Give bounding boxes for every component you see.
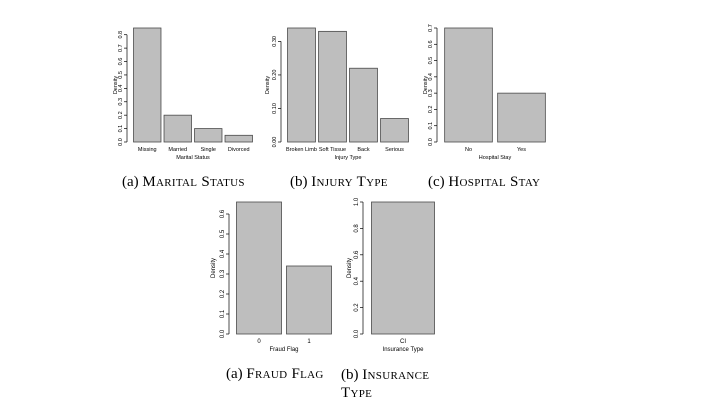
bar-divorced	[224, 134, 253, 143]
y-tick-label: 0.5	[428, 57, 434, 65]
caption-title: Fraud Flag	[246, 366, 324, 382]
x-axis-label: Injury Type	[335, 155, 362, 161]
y-tick-label: 0.6	[118, 58, 124, 66]
x-tick-label: 0	[257, 339, 261, 345]
caption-prefix: (a)	[122, 174, 139, 190]
y-tick-label: 0.4	[118, 85, 124, 93]
x-axis-label: Marital Status	[176, 155, 210, 161]
y-tick-label: 0.8	[354, 224, 360, 233]
x-tick-label: Yes	[517, 147, 526, 153]
bar-back	[349, 67, 378, 143]
bar-yes	[497, 92, 546, 143]
y-tick-label: 0.3	[220, 269, 226, 278]
caption-prefix: (c)	[428, 174, 445, 190]
x-axis-label: Fraud Flag	[269, 347, 298, 353]
chart-svg-injury: Broken Limb Soft Tissue Back Serious 0.00 0.1…	[265, 27, 409, 161]
y-tick-label: 0.10	[272, 103, 278, 114]
caption-title: Insurance Type	[341, 367, 430, 401]
bar-no	[444, 27, 493, 143]
y-tick-label: 0.3	[428, 89, 434, 97]
x-tick-label: Missing	[138, 147, 157, 153]
bar-serious	[380, 118, 409, 143]
y-tick-label: 0.5	[220, 229, 226, 238]
y-tick-label: 0.2	[220, 289, 226, 298]
y-tick-label: 0.4	[354, 276, 360, 285]
y-tick-label: 0.7	[428, 24, 434, 32]
chart-svg-marital: Missing Married Single Divorced 0.0 0.1 0.2 0.3…	[113, 27, 253, 161]
caption-title: Injury Type	[311, 174, 388, 190]
bar-broken-limb	[287, 27, 316, 143]
chart-fraud-flag: 0 1 0.0 0.1 0.2 0.3 0.4 0.5 0.6 Density Fraud Flag	[208, 196, 338, 358]
y-axis-label: Density	[423, 76, 429, 95]
y-tick-label: 0.0	[220, 329, 226, 338]
bar-married	[163, 114, 192, 143]
y-axis-label: Density	[347, 258, 353, 278]
y-axis-label: Density	[113, 76, 119, 95]
y-tick-label: 0.7	[118, 44, 124, 52]
y-tick-label: 0.1	[428, 122, 434, 130]
bar-missing	[133, 27, 162, 143]
x-tick-label: Divorced	[228, 147, 250, 153]
caption-insurance-type: (b) Insurance Type	[341, 366, 461, 402]
y-tick-label: 0.20	[272, 70, 278, 81]
x-tick-label: No	[465, 147, 472, 153]
y-tick-label: 0.1	[220, 309, 226, 318]
y-tick-label: 0.00	[272, 137, 278, 148]
chart-hospital-stay: No Yes 0.0 0.1 0.2 0.3 0.4 0.5 0.6 0.7 Density Hosp…	[420, 22, 552, 161]
chart-injury-type: Broken Limb Soft Tissue Back Serious 0.00 0.1…	[262, 22, 414, 161]
chart-marital-status: Missing Married Single Divorced 0.0 0.1 0.2 0.3…	[110, 22, 260, 161]
chart-svg-fraud: 0 1 0.0 0.1 0.2 0.3 0.4 0.5 0.6 Density Fraud Flag	[211, 201, 332, 353]
x-tick-label: Married	[168, 147, 187, 153]
y-tick-label: 0.0	[428, 138, 434, 146]
caption-title: Marital Status	[142, 174, 245, 190]
x-tick-label: 1	[307, 339, 311, 345]
y-tick-label: 0.3	[118, 98, 124, 106]
y-tick-label: 0.2	[428, 106, 434, 114]
y-tick-label: 0.4	[428, 73, 434, 81]
y-tick-label: 0.2	[118, 111, 124, 119]
y-tick-label: 0.6	[428, 40, 434, 48]
x-tick-label: Broken Limb	[286, 147, 317, 153]
x-axis-label: Hospital Stay	[479, 155, 512, 161]
y-tick-label: 0.5	[118, 71, 124, 79]
caption-prefix: (b)	[290, 174, 308, 190]
caption-prefix: (b)	[341, 367, 359, 383]
chart-svg-hospital: No Yes 0.0 0.1 0.2 0.3 0.4 0.5 0.6 0.7 Density Hosp…	[423, 24, 546, 161]
x-tick-label: Soft Tissue	[319, 147, 346, 153]
bar-single	[194, 128, 223, 143]
caption-fraud-flag: (a) Fraud Flag	[226, 366, 324, 383]
x-tick-label: Single	[201, 147, 216, 153]
chart-svg-insurance: CI 0.0 0.2 0.4 0.6 0.8 1.0 Density Insurance Typ…	[347, 197, 435, 353]
y-tick-label: 0.8	[118, 31, 124, 39]
y-tick-label: 0.6	[220, 209, 226, 218]
caption-injury-type: (b) Injury Type	[290, 174, 388, 191]
x-tick-label: Serious	[385, 147, 404, 153]
y-tick-label: 0.6	[354, 250, 360, 259]
caption-marital-status: (a) Marital Status	[122, 174, 245, 191]
caption-hospital-stay: (c) Hospital Stay	[428, 174, 540, 191]
caption-prefix: (a)	[226, 366, 243, 382]
y-tick-label: 0.30	[272, 36, 278, 47]
y-tick-label: 0.0	[118, 138, 124, 146]
y-tick-label: 0.2	[354, 303, 360, 312]
y-tick-label: 1.0	[354, 197, 360, 206]
y-axis-label: Density	[211, 258, 217, 278]
bar-soft-tissue	[318, 30, 347, 143]
x-tick-label: CI	[400, 339, 406, 345]
caption-title: Hospital Stay	[448, 174, 541, 190]
y-axis-label: Density	[265, 76, 271, 95]
y-tick-label: 0.4	[220, 249, 226, 258]
y-tick-label: 0.1	[118, 125, 124, 133]
bar-0	[236, 201, 282, 335]
y-tick-label: 0.0	[354, 329, 360, 338]
x-tick-label: Back	[357, 147, 369, 153]
x-axis-label: Insurance Type	[383, 347, 425, 353]
chart-insurance-type: CI 0.0 0.2 0.4 0.6 0.8 1.0 Density Insurance Typ…	[344, 196, 444, 358]
bar-1	[286, 265, 332, 335]
bar-ci	[371, 201, 435, 335]
